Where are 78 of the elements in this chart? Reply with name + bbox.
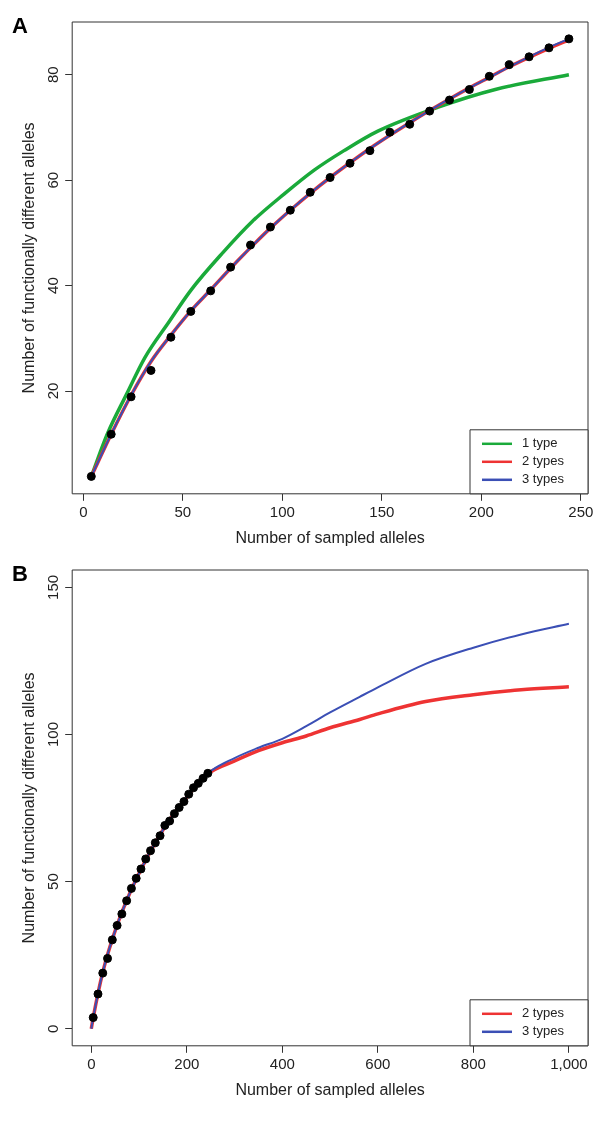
point (126, 392, 136, 402)
point (174, 802, 184, 812)
legend-label: 3 types (522, 471, 565, 487)
point (385, 127, 395, 137)
point (93, 989, 103, 999)
x-tick-label: 100 (269, 502, 295, 520)
point (186, 306, 196, 316)
point (405, 119, 415, 129)
point (106, 429, 116, 439)
point (265, 222, 275, 232)
point (155, 831, 165, 841)
x-axis-title: Number of sampled alleles (235, 528, 425, 546)
point (103, 953, 113, 963)
chart-title: B (12, 561, 28, 587)
y-tick-label: 0 (43, 1024, 61, 1033)
point (246, 240, 255, 250)
legend-label: 3 types (522, 1023, 565, 1039)
y-tick-label: 150 (43, 574, 61, 600)
point (122, 896, 132, 906)
point (169, 809, 179, 819)
point (305, 187, 315, 197)
point (484, 71, 494, 81)
y-tick-label: 50 (43, 873, 61, 890)
x-tick-label: 400 (269, 1054, 295, 1072)
point (285, 205, 295, 215)
point (179, 797, 189, 807)
point (365, 146, 375, 156)
point (136, 864, 146, 874)
point (131, 873, 141, 883)
point (165, 816, 175, 826)
legend-label: 2 types (522, 453, 565, 469)
y-tick-label: 60 (43, 171, 61, 189)
point (464, 84, 474, 94)
point (184, 789, 194, 799)
x-tick-label: 200 (174, 1054, 200, 1072)
x-tick-label: 0 (87, 1054, 96, 1072)
legend-label: 1 type (522, 435, 558, 451)
point (425, 106, 435, 116)
x-tick-label: 0 (79, 502, 88, 520)
x-tick-label: 1,000 (550, 1054, 588, 1072)
point (203, 768, 213, 778)
chart-title: A (12, 13, 28, 39)
point (524, 52, 534, 62)
point (98, 968, 108, 978)
x-tick-label: 50 (174, 502, 192, 520)
x-tick-label: 150 (369, 502, 395, 520)
x-tick-label: 800 (460, 1054, 486, 1072)
point (150, 838, 160, 848)
point (504, 60, 514, 70)
legend-label: 2 types (522, 1005, 565, 1021)
point (193, 778, 203, 788)
point (146, 846, 156, 856)
point (445, 95, 454, 105)
y-tick-label: 100 (43, 721, 61, 747)
x-axis-title: Number of sampled alleles (235, 1080, 425, 1098)
point (88, 1013, 98, 1023)
point (126, 883, 136, 893)
y-axis-title: Number of functionally different alleles (20, 122, 38, 394)
x-tick-label: 200 (468, 502, 494, 520)
point (544, 43, 554, 53)
point (206, 286, 216, 296)
point (117, 909, 127, 919)
x-tick-label: 600 (365, 1054, 391, 1072)
y-axis-title: Number of functionally different alleles (20, 672, 38, 944)
point (141, 854, 151, 864)
point (166, 332, 176, 342)
point (345, 158, 355, 168)
y-tick-label: 20 (43, 382, 61, 400)
point (564, 34, 574, 44)
point (226, 262, 236, 272)
y-tick-label: 40 (43, 277, 61, 294)
point (146, 365, 156, 375)
point (112, 920, 122, 930)
point (325, 173, 335, 183)
point (86, 471, 96, 481)
y-tick-label: 80 (43, 66, 61, 84)
x-tick-label: 250 (568, 502, 594, 520)
point (107, 935, 117, 945)
